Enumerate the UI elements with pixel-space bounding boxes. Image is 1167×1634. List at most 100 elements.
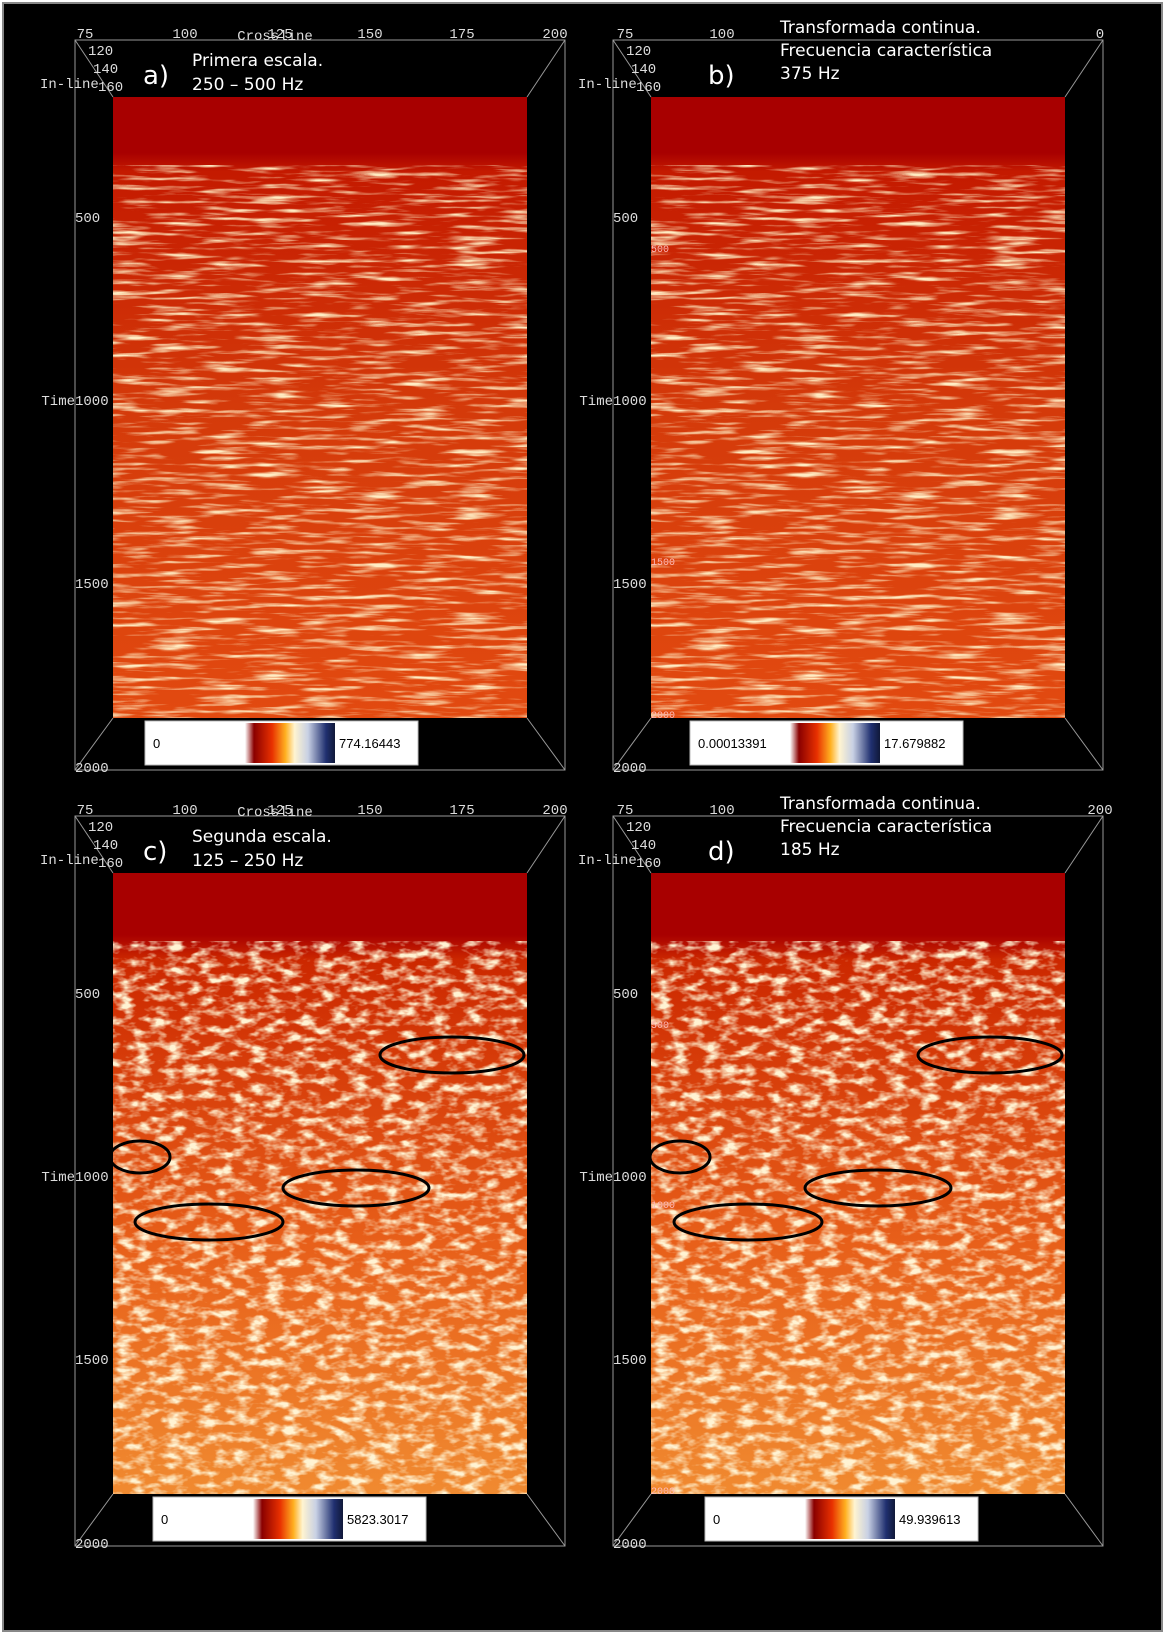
inline-tick: 140 xyxy=(631,838,656,854)
colorbar-min: 0 xyxy=(153,736,160,751)
inner-tick: 2000 xyxy=(651,711,675,722)
inline-label: In-line xyxy=(578,853,637,869)
time-tick: 2000 xyxy=(75,761,109,777)
frame-edge xyxy=(1064,815,1104,874)
caption: 125 – 250 Hz xyxy=(192,851,303,871)
caption: Transformada continua. xyxy=(779,18,981,38)
inline-label: In-line xyxy=(40,853,99,869)
crossline-label: Crossline xyxy=(237,805,313,821)
time-label: Time xyxy=(579,1170,613,1186)
colorbar-max: 774.16443 xyxy=(339,736,400,751)
frame-edge xyxy=(74,717,114,771)
inline-tick: 120 xyxy=(626,44,651,60)
seismic-texture xyxy=(113,941,527,1494)
time-tick: 1500 xyxy=(613,577,647,593)
crossline-tick: 75 xyxy=(617,27,634,43)
time-tick: 500 xyxy=(75,987,100,1003)
panel: 75 100 0120140160In-line500100015002000Tim… xyxy=(578,18,1104,777)
frame-edge xyxy=(74,39,114,98)
frame-edge xyxy=(612,717,652,771)
time-tick: 1500 xyxy=(75,577,109,593)
inline-tick: 120 xyxy=(626,820,651,836)
time-tick: 2000 xyxy=(613,1537,647,1553)
colorbar-gradient xyxy=(790,723,880,763)
time-tick: 500 xyxy=(75,211,100,227)
colorbar-min: 0 xyxy=(713,1512,720,1527)
inline-tick: 140 xyxy=(631,62,656,78)
inline-tick: 140 xyxy=(93,838,118,854)
seismic-texture xyxy=(651,165,1065,718)
inner-tick: 1500 xyxy=(651,558,675,569)
inner-tick: 500 xyxy=(651,1021,669,1032)
crossline-tick: 150 xyxy=(357,27,382,43)
caption: Frecuencia característica xyxy=(780,41,992,61)
inline-tick: 160 xyxy=(636,80,661,96)
caption: 375 Hz xyxy=(780,64,840,84)
frame-edge xyxy=(1064,1493,1104,1547)
colorbar-min: 0 xyxy=(161,1512,168,1527)
crossline-tick: 0 xyxy=(1096,27,1104,43)
frame xyxy=(74,39,566,771)
crossline-tick: 75 xyxy=(77,27,94,43)
crossline-tick: 75 xyxy=(77,803,94,819)
colorbar-max: 17.679882 xyxy=(884,736,945,751)
time-tick: 1000 xyxy=(75,1170,109,1186)
highlight-ellipse xyxy=(108,1139,172,1175)
panel-letter: d) xyxy=(708,837,735,867)
frame xyxy=(612,815,1104,1547)
caption: Primera escala. xyxy=(192,51,323,71)
colorbar-gradient xyxy=(253,1499,343,1539)
frame xyxy=(612,39,1104,771)
crossline-tick: 125 xyxy=(267,27,292,43)
crossline-tick: 175 xyxy=(449,27,474,43)
crossline-tick: 200 xyxy=(542,27,567,43)
crossline-tick: 200 xyxy=(1087,803,1112,819)
time-tick: 2000 xyxy=(613,761,647,777)
highlight-ellipse xyxy=(648,1139,712,1175)
inner-tick: 2000 xyxy=(651,1487,675,1498)
panel-letter: c) xyxy=(143,837,167,867)
crossline-tick: 175 xyxy=(449,803,474,819)
panel-letter: b) xyxy=(708,61,735,91)
frame-edge xyxy=(74,1493,114,1547)
panel-letter: a) xyxy=(143,61,169,91)
frame-edge xyxy=(612,815,652,874)
inner-tick: 1000 xyxy=(651,1201,675,1212)
seismic-texture xyxy=(651,941,1065,1494)
crossline-tick: 150 xyxy=(357,803,382,819)
crossline-label: Crossline xyxy=(237,29,313,45)
caption: 250 – 500 Hz xyxy=(192,75,303,95)
crossline-tick: 100 xyxy=(709,27,734,43)
frame-edge xyxy=(612,1493,652,1547)
caption: Frecuencia característica xyxy=(780,817,992,837)
time-tick: 500 xyxy=(613,211,638,227)
time-tick: 1000 xyxy=(75,394,109,410)
highlight-ellipse xyxy=(281,1168,431,1208)
panel: 75 100 125 150 175 200 Crossline 120 140 160In-li… xyxy=(40,27,568,777)
inline-tick: 160 xyxy=(98,856,123,872)
crossline-tick: 100 xyxy=(709,803,734,819)
inline-label: In-line xyxy=(40,77,99,93)
time-tick: 500 xyxy=(613,987,638,1003)
crossline-tick: 100 xyxy=(172,27,197,43)
inline-tick: 140 xyxy=(93,62,118,78)
crossline-tick: 100 xyxy=(172,803,197,819)
crossline-tick: 200 xyxy=(542,803,567,819)
inline-tick: 120 xyxy=(88,44,113,60)
time-tick: 1000 xyxy=(613,1170,647,1186)
highlight-ellipse xyxy=(378,1035,526,1075)
frame-edge xyxy=(74,815,114,874)
time-tick: 1500 xyxy=(613,1353,647,1369)
inline-tick: 160 xyxy=(98,80,123,96)
inline-label: In-line xyxy=(578,77,637,93)
inline-tick: 120 xyxy=(88,820,113,836)
colorbar-gradient xyxy=(805,1499,895,1539)
frame-edge xyxy=(526,815,566,874)
highlight-ellipse xyxy=(803,1168,953,1208)
frame-edge xyxy=(526,717,566,771)
highlight-ellipse xyxy=(133,1202,285,1242)
colorbar-max: 49.939613 xyxy=(899,1512,960,1527)
time-label: Time xyxy=(41,394,75,410)
caption: Transformada continua. xyxy=(779,794,981,814)
